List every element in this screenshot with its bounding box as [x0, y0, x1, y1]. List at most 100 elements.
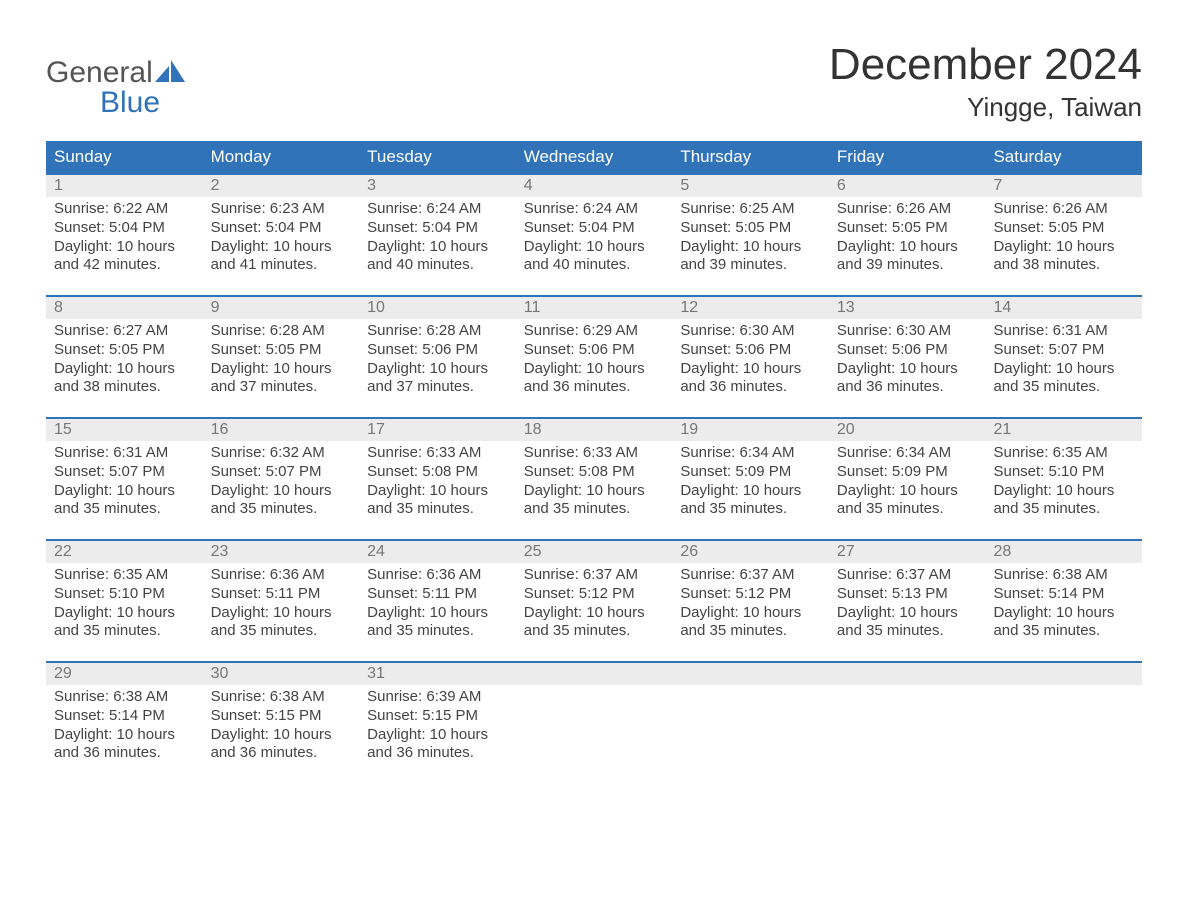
- day-cell: Sunrise: 6:35 AMSunset: 5:10 PMDaylight:…: [985, 441, 1142, 529]
- day-cell: Sunrise: 6:30 AMSunset: 5:06 PMDaylight:…: [829, 319, 986, 407]
- day-number: 12: [672, 297, 829, 319]
- day-cell: Sunrise: 6:24 AMSunset: 5:04 PMDaylight:…: [516, 197, 673, 285]
- weekday-header: Saturday: [985, 141, 1142, 173]
- day-d1: Daylight: 10 hours: [367, 360, 508, 379]
- day-d1: Daylight: 10 hours: [680, 360, 821, 379]
- day-d1: Daylight: 10 hours: [680, 604, 821, 623]
- day-cell: Sunrise: 6:33 AMSunset: 5:08 PMDaylight:…: [516, 441, 673, 529]
- day-sunset: Sunset: 5:07 PM: [993, 341, 1134, 360]
- day-sunset: Sunset: 5:06 PM: [367, 341, 508, 360]
- day-number: 6: [829, 175, 986, 197]
- weeks-container: 1234567Sunrise: 6:22 AMSunset: 5:04 PMDa…: [46, 173, 1142, 773]
- week-block: 1234567Sunrise: 6:22 AMSunset: 5:04 PMDa…: [46, 173, 1142, 285]
- content-row: Sunrise: 6:38 AMSunset: 5:14 PMDaylight:…: [46, 685, 1142, 773]
- day-d2: and 40 minutes.: [524, 256, 665, 275]
- day-number: 4: [516, 175, 673, 197]
- day-d2: and 37 minutes.: [367, 378, 508, 397]
- day-sunrise: Sunrise: 6:31 AM: [993, 322, 1134, 341]
- day-number: 10: [359, 297, 516, 319]
- day-sunrise: Sunrise: 6:29 AM: [524, 322, 665, 341]
- day-sunset: Sunset: 5:04 PM: [524, 219, 665, 238]
- day-sunset: Sunset: 5:11 PM: [367, 585, 508, 604]
- day-sunrise: Sunrise: 6:31 AM: [54, 444, 195, 463]
- day-sunrise: Sunrise: 6:36 AM: [367, 566, 508, 585]
- day-d2: and 35 minutes.: [367, 622, 508, 641]
- day-d2: and 35 minutes.: [211, 500, 352, 519]
- day-sunset: Sunset: 5:05 PM: [993, 219, 1134, 238]
- day-sunrise: Sunrise: 6:37 AM: [837, 566, 978, 585]
- day-cell: Sunrise: 6:35 AMSunset: 5:10 PMDaylight:…: [46, 563, 203, 651]
- day-cell: [829, 685, 986, 773]
- logo: General Blue: [46, 40, 185, 118]
- day-cell: Sunrise: 6:31 AMSunset: 5:07 PMDaylight:…: [46, 441, 203, 529]
- day-d2: and 36 minutes.: [211, 744, 352, 763]
- day-d1: Daylight: 10 hours: [211, 482, 352, 501]
- day-number: 16: [203, 419, 360, 441]
- day-sunrise: Sunrise: 6:37 AM: [680, 566, 821, 585]
- day-d2: and 39 minutes.: [680, 256, 821, 275]
- title-block: December 2024 Yingge, Taiwan: [829, 40, 1142, 123]
- day-cell: Sunrise: 6:30 AMSunset: 5:06 PMDaylight:…: [672, 319, 829, 407]
- day-d2: and 38 minutes.: [993, 256, 1134, 275]
- daynum-row: 1234567: [46, 175, 1142, 197]
- day-sunrise: Sunrise: 6:38 AM: [993, 566, 1134, 585]
- day-sunset: Sunset: 5:11 PM: [211, 585, 352, 604]
- day-d2: and 35 minutes.: [837, 500, 978, 519]
- day-d2: and 36 minutes.: [367, 744, 508, 763]
- day-cell: Sunrise: 6:34 AMSunset: 5:09 PMDaylight:…: [829, 441, 986, 529]
- day-number: 19: [672, 419, 829, 441]
- day-sunset: Sunset: 5:12 PM: [524, 585, 665, 604]
- day-cell: Sunrise: 6:28 AMSunset: 5:05 PMDaylight:…: [203, 319, 360, 407]
- calendar: SundayMondayTuesdayWednesdayThursdayFrid…: [46, 141, 1142, 773]
- weekday-header: Wednesday: [516, 141, 673, 173]
- weekday-header: Sunday: [46, 141, 203, 173]
- day-d2: and 35 minutes.: [993, 378, 1134, 397]
- day-cell: Sunrise: 6:22 AMSunset: 5:04 PMDaylight:…: [46, 197, 203, 285]
- content-row: Sunrise: 6:27 AMSunset: 5:05 PMDaylight:…: [46, 319, 1142, 407]
- day-sunrise: Sunrise: 6:32 AM: [211, 444, 352, 463]
- day-cell: [985, 685, 1142, 773]
- day-d2: and 35 minutes.: [211, 622, 352, 641]
- day-cell: Sunrise: 6:39 AMSunset: 5:15 PMDaylight:…: [359, 685, 516, 773]
- weekday-header: Monday: [203, 141, 360, 173]
- logo-word2: Blue: [46, 88, 185, 118]
- day-d2: and 36 minutes.: [54, 744, 195, 763]
- day-sunset: Sunset: 5:06 PM: [837, 341, 978, 360]
- day-cell: Sunrise: 6:26 AMSunset: 5:05 PMDaylight:…: [829, 197, 986, 285]
- day-d1: Daylight: 10 hours: [993, 360, 1134, 379]
- day-cell: [672, 685, 829, 773]
- day-sunset: Sunset: 5:08 PM: [524, 463, 665, 482]
- day-sunset: Sunset: 5:05 PM: [837, 219, 978, 238]
- day-cell: [516, 685, 673, 773]
- day-sunrise: Sunrise: 6:22 AM: [54, 200, 195, 219]
- day-sunrise: Sunrise: 6:28 AM: [211, 322, 352, 341]
- day-number: 25: [516, 541, 673, 563]
- day-d1: Daylight: 10 hours: [367, 726, 508, 745]
- day-d2: and 35 minutes.: [680, 500, 821, 519]
- day-number: 29: [46, 663, 203, 685]
- day-sunset: Sunset: 5:12 PM: [680, 585, 821, 604]
- day-cell: Sunrise: 6:23 AMSunset: 5:04 PMDaylight:…: [203, 197, 360, 285]
- day-sunrise: Sunrise: 6:33 AM: [367, 444, 508, 463]
- day-d1: Daylight: 10 hours: [211, 238, 352, 257]
- day-number: 2: [203, 175, 360, 197]
- day-d1: Daylight: 10 hours: [211, 726, 352, 745]
- day-d1: Daylight: 10 hours: [524, 238, 665, 257]
- day-d2: and 37 minutes.: [211, 378, 352, 397]
- day-d2: and 35 minutes.: [54, 622, 195, 641]
- week-block: 293031Sunrise: 6:38 AMSunset: 5:14 PMDay…: [46, 661, 1142, 773]
- day-cell: Sunrise: 6:36 AMSunset: 5:11 PMDaylight:…: [203, 563, 360, 651]
- day-sunrise: Sunrise: 6:28 AM: [367, 322, 508, 341]
- day-sunrise: Sunrise: 6:30 AM: [837, 322, 978, 341]
- day-d1: Daylight: 10 hours: [524, 482, 665, 501]
- day-cell: Sunrise: 6:37 AMSunset: 5:12 PMDaylight:…: [672, 563, 829, 651]
- day-number: 28: [985, 541, 1142, 563]
- day-d1: Daylight: 10 hours: [680, 238, 821, 257]
- day-sunset: Sunset: 5:09 PM: [680, 463, 821, 482]
- day-sunrise: Sunrise: 6:26 AM: [993, 200, 1134, 219]
- day-d1: Daylight: 10 hours: [54, 238, 195, 257]
- day-sunset: Sunset: 5:15 PM: [211, 707, 352, 726]
- content-row: Sunrise: 6:35 AMSunset: 5:10 PMDaylight:…: [46, 563, 1142, 651]
- day-number: 27: [829, 541, 986, 563]
- day-number: 9: [203, 297, 360, 319]
